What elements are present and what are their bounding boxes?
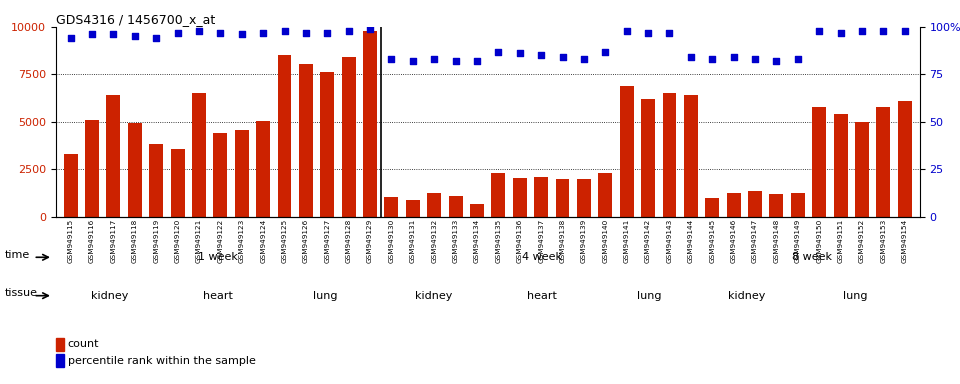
Point (854, 28, 870, 34)
Bar (235, 131, 249, 217)
Point (769, 58, 784, 64)
Point (491, 48, 506, 55)
Bar (727, 193, 740, 217)
Text: heart: heart (527, 291, 557, 301)
Bar (812, 107, 827, 217)
Text: count: count (67, 339, 99, 349)
Point (512, 50, 527, 56)
Point (170, 30, 185, 36)
Bar (641, 99, 655, 217)
Point (705, 56, 720, 62)
Bar (577, 179, 590, 217)
Point (469, 58, 485, 64)
Bar (556, 179, 569, 217)
Text: kidney: kidney (415, 291, 452, 301)
Bar (385, 197, 398, 217)
Bar (791, 193, 804, 217)
Point (384, 56, 399, 62)
Point (555, 54, 570, 60)
Text: lung: lung (637, 291, 662, 301)
Point (426, 56, 442, 62)
Point (897, 28, 912, 34)
Text: 4 week: 4 week (521, 252, 562, 262)
Bar (277, 55, 292, 217)
Text: GDS4316 / 1456700_x_at: GDS4316 / 1456700_x_at (56, 13, 215, 26)
Point (790, 56, 805, 62)
Bar (470, 204, 484, 217)
Text: lung: lung (313, 291, 338, 301)
Point (747, 56, 762, 62)
Point (127, 33, 142, 40)
Bar (492, 173, 505, 217)
Text: 1 week: 1 week (198, 252, 238, 262)
Text: tissue: tissue (5, 288, 37, 298)
Bar (299, 64, 313, 217)
Bar (363, 31, 377, 217)
Bar (192, 93, 205, 217)
Bar (534, 177, 548, 217)
Bar (171, 149, 184, 217)
Bar (598, 173, 612, 217)
Bar (342, 57, 355, 217)
Point (576, 56, 591, 62)
Point (84, 31, 100, 38)
Point (405, 58, 420, 64)
Point (255, 30, 271, 36)
Bar (63, 154, 78, 217)
Bar (770, 194, 783, 217)
Text: percentile rank within the sample: percentile rank within the sample (67, 356, 255, 366)
Bar (833, 114, 848, 217)
Point (341, 28, 356, 34)
Point (276, 28, 292, 34)
Point (149, 35, 164, 41)
Point (191, 28, 206, 34)
Text: kidney: kidney (91, 291, 129, 301)
Bar (56, 338, 64, 351)
Bar (513, 178, 527, 217)
Text: heart: heart (203, 291, 232, 301)
Bar (706, 198, 719, 217)
Point (213, 30, 228, 36)
Bar (321, 73, 334, 217)
Point (811, 28, 827, 34)
Bar (448, 196, 463, 217)
Point (640, 30, 656, 36)
Bar (748, 191, 762, 217)
Bar (85, 120, 99, 217)
Bar (128, 123, 142, 217)
Text: time: time (5, 250, 30, 260)
Point (234, 31, 250, 38)
Point (619, 28, 635, 34)
Bar (620, 86, 634, 217)
Text: kidney: kidney (729, 291, 765, 301)
Point (726, 54, 741, 60)
Bar (898, 101, 912, 217)
Point (534, 52, 549, 58)
Bar (213, 133, 228, 217)
Point (598, 48, 613, 55)
Bar (256, 121, 270, 217)
Point (320, 30, 335, 36)
Point (448, 58, 464, 64)
Bar (406, 200, 420, 217)
Bar (427, 193, 442, 217)
Bar (855, 122, 869, 217)
Text: 8 week: 8 week (792, 252, 831, 262)
Bar (662, 93, 677, 217)
Point (876, 28, 891, 34)
Bar (149, 144, 163, 217)
Bar (107, 95, 120, 217)
Point (299, 30, 314, 36)
Text: lung: lung (843, 291, 867, 301)
Bar (56, 354, 64, 367)
Point (833, 30, 849, 36)
Point (661, 30, 677, 36)
Point (63, 35, 79, 41)
Bar (684, 95, 698, 217)
Bar (876, 107, 890, 217)
Point (106, 31, 121, 38)
Point (684, 54, 699, 60)
Point (362, 26, 377, 32)
